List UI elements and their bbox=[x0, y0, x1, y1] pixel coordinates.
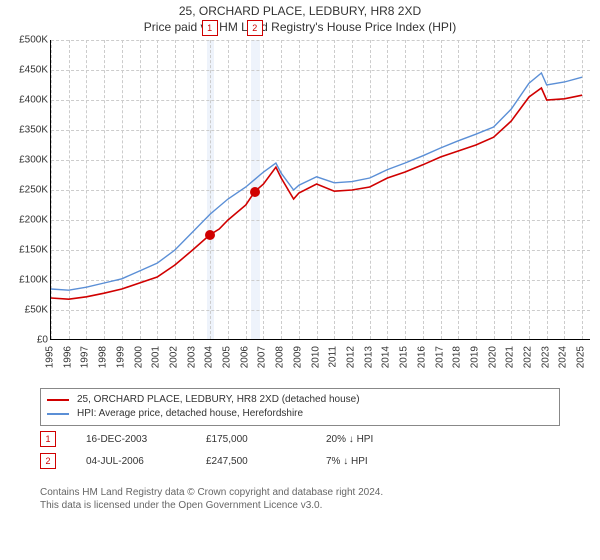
x-tick-label: 2022 bbox=[523, 346, 534, 368]
annotation-box: 1 bbox=[202, 20, 218, 36]
x-tick-label: 1996 bbox=[62, 346, 73, 368]
x-tick-label: 2005 bbox=[222, 346, 233, 368]
x-tick-label: 2021 bbox=[505, 346, 516, 368]
table-row: 1 16-DEC-2003 £175,000 20% ↓ HPI bbox=[40, 428, 560, 450]
x-tick-label: 2001 bbox=[151, 346, 162, 368]
x-tick-label: 1995 bbox=[45, 346, 56, 368]
x-tick-label: 1998 bbox=[98, 346, 109, 368]
y-tick-label: £350K bbox=[19, 125, 48, 136]
transactions-table: 1 16-DEC-2003 £175,000 20% ↓ HPI 2 04-JU… bbox=[40, 428, 560, 472]
x-tick-label: 2018 bbox=[452, 346, 463, 368]
legend: 25, ORCHARD PLACE, LEDBURY, HR8 2XD (det… bbox=[40, 388, 560, 426]
transaction-delta: 20% ↓ HPI bbox=[326, 434, 446, 445]
x-tick-label: 2010 bbox=[310, 346, 321, 368]
x-tick-label: 2004 bbox=[204, 346, 215, 368]
footer-line-2: This data is licensed under the Open Gov… bbox=[40, 499, 560, 512]
series-line bbox=[51, 73, 582, 290]
annotation-box: 2 bbox=[247, 20, 263, 36]
y-tick-label: £400K bbox=[19, 95, 48, 106]
x-tick-label: 2019 bbox=[469, 346, 480, 368]
chart-titles: 25, ORCHARD PLACE, LEDBURY, HR8 2XD Pric… bbox=[0, 0, 600, 34]
legend-item: HPI: Average price, detached house, Here… bbox=[47, 407, 553, 421]
plot-area: 12 bbox=[50, 40, 590, 340]
x-tick-label: 2002 bbox=[168, 346, 179, 368]
y-tick-label: £0 bbox=[37, 335, 48, 346]
legend-item: 25, ORCHARD PLACE, LEDBURY, HR8 2XD (det… bbox=[47, 393, 553, 407]
transaction-price: £247,500 bbox=[206, 456, 326, 467]
legend-label: 25, ORCHARD PLACE, LEDBURY, HR8 2XD (det… bbox=[77, 393, 360, 407]
x-tick-label: 2017 bbox=[434, 346, 445, 368]
data-marker bbox=[205, 230, 215, 240]
legend-label: HPI: Average price, detached house, Here… bbox=[77, 407, 303, 421]
x-tick-label: 2008 bbox=[275, 346, 286, 368]
x-tick-label: 1997 bbox=[80, 346, 91, 368]
footer-attribution: Contains HM Land Registry data © Crown c… bbox=[40, 480, 560, 512]
x-tick-label: 2023 bbox=[540, 346, 551, 368]
y-tick-label: £150K bbox=[19, 245, 48, 256]
table-row: 2 04-JUL-2006 £247,500 7% ↓ HPI bbox=[40, 450, 560, 472]
x-tick-label: 1999 bbox=[115, 346, 126, 368]
x-tick-label: 2013 bbox=[363, 346, 374, 368]
transaction-marker-box: 1 bbox=[40, 431, 56, 447]
y-axis: £0£50K£100K£150K£200K£250K£300K£350K£400… bbox=[4, 40, 50, 340]
transaction-date: 04-JUL-2006 bbox=[86, 456, 206, 467]
x-tick-label: 2024 bbox=[558, 346, 569, 368]
x-tick-label: 2003 bbox=[186, 346, 197, 368]
x-tick-label: 2011 bbox=[328, 346, 339, 368]
x-tick-label: 2016 bbox=[416, 346, 427, 368]
x-tick-label: 2006 bbox=[239, 346, 250, 368]
x-tick-label: 2020 bbox=[487, 346, 498, 368]
transaction-price: £175,000 bbox=[206, 434, 326, 445]
x-tick-label: 2014 bbox=[381, 346, 392, 368]
series-line bbox=[51, 88, 582, 299]
transaction-date: 16-DEC-2003 bbox=[86, 434, 206, 445]
x-tick-label: 2009 bbox=[292, 346, 303, 368]
y-tick-label: £50K bbox=[25, 305, 48, 316]
chart-container: 25, ORCHARD PLACE, LEDBURY, HR8 2XD Pric… bbox=[0, 0, 600, 560]
transaction-delta: 7% ↓ HPI bbox=[326, 456, 446, 467]
data-marker bbox=[250, 187, 260, 197]
legend-swatch bbox=[47, 413, 69, 415]
x-tick-label: 2007 bbox=[257, 346, 268, 368]
chart-area: £0 £50K £100K £150K £200K £250K £300K £350K £400… bbox=[4, 40, 596, 380]
legend-swatch bbox=[47, 399, 69, 401]
y-tick-label: £300K bbox=[19, 155, 48, 166]
y-tick-label: £500K bbox=[19, 35, 48, 46]
x-tick-label: 2012 bbox=[345, 346, 356, 368]
title-line-1: 25, ORCHARD PLACE, LEDBURY, HR8 2XD bbox=[0, 4, 600, 18]
x-tick-label: 2025 bbox=[576, 346, 587, 368]
footer-line-1: Contains HM Land Registry data © Crown c… bbox=[40, 486, 560, 499]
y-tick-label: £200K bbox=[19, 215, 48, 226]
y-tick-label: £100K bbox=[19, 275, 48, 286]
x-tick-label: 2000 bbox=[133, 346, 144, 368]
transaction-marker-box: 2 bbox=[40, 453, 56, 469]
title-line-2: Price paid vs. HM Land Registry's House … bbox=[0, 20, 600, 34]
x-axis: 1995199619971998199920002001200220032004… bbox=[50, 340, 590, 380]
y-tick-label: £450K bbox=[19, 65, 48, 76]
series-svg bbox=[51, 40, 590, 339]
y-tick-label: £250K bbox=[19, 185, 48, 196]
x-tick-label: 2015 bbox=[399, 346, 410, 368]
